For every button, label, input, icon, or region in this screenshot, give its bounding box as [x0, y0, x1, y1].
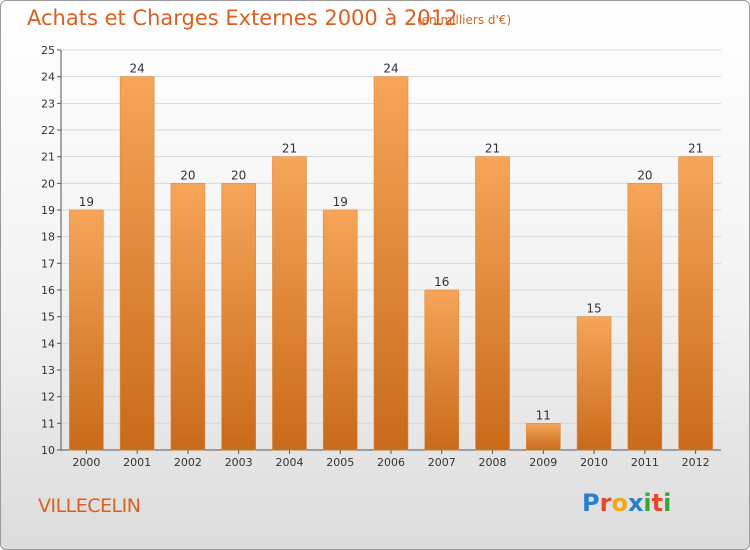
y-tick-label: 13: [41, 364, 55, 377]
y-tick-label: 18: [41, 231, 55, 244]
logo-letter: P: [582, 489, 600, 517]
labels: 19 2000 24 2001 20 2002 20 2003 21 2004 19 2005 24 20…: [72, 62, 709, 469]
logo-letter: t: [651, 489, 664, 517]
y-tick-label: 22: [41, 124, 55, 137]
x-tick-label: 2011: [631, 456, 659, 469]
y-tick-label: 21: [41, 151, 55, 164]
y-tick-label: 23: [41, 97, 55, 110]
x-tick-label: 2008: [479, 456, 507, 469]
bar: [526, 423, 561, 451]
y-tick-label: 12: [41, 391, 55, 404]
bar: [170, 183, 206, 451]
chart-title: Achats et Charges Externes 2000 à 2012: [27, 6, 458, 30]
bar: [678, 156, 713, 451]
y-tick-label: 19: [41, 204, 55, 217]
x-tick-label: 2010: [580, 456, 608, 469]
x-tick-label: 2005: [326, 456, 354, 469]
bar-value-label: 19: [79, 195, 94, 209]
bar-value-label: 19: [333, 195, 348, 209]
bars: [69, 76, 713, 451]
bar: [424, 289, 460, 451]
bar: [221, 183, 256, 451]
y-tick-label: 17: [41, 257, 55, 270]
bar-value-label: 15: [586, 302, 601, 316]
logo-letter: i: [643, 489, 652, 517]
bar: [475, 156, 510, 451]
logo-letter: x: [627, 489, 644, 517]
bar: [322, 209, 358, 451]
bar-value-label: 24: [130, 62, 145, 76]
y-tick-label: 20: [41, 177, 55, 190]
y-tick-label: 11: [41, 417, 55, 430]
bar-value-label: 11: [536, 408, 551, 422]
bar-value-label: 20: [231, 168, 246, 182]
logo-letter: o: [611, 489, 628, 517]
bar-value-label: 21: [282, 142, 297, 156]
proxiti-logo: Proxiti: [582, 489, 671, 517]
x-tick-label: 2012: [682, 456, 710, 469]
bar: [119, 76, 155, 451]
x-tick-label: 2004: [275, 456, 303, 469]
bar: [373, 76, 409, 451]
bar-value-label: 21: [485, 142, 500, 156]
bar-value-label: 20: [637, 168, 652, 182]
chart-unit: (en milliers d'€): [417, 13, 512, 27]
x-tick-label: 2002: [174, 456, 202, 469]
bar: [272, 156, 307, 451]
bar: [627, 183, 663, 451]
y-tick-label: 14: [41, 337, 55, 350]
x-tick-label: 2006: [377, 456, 405, 469]
bar-value-label: 24: [383, 62, 398, 76]
x-tick-label: 2003: [225, 456, 253, 469]
commune-name: VILLECELIN: [38, 495, 141, 517]
y-tick-label: 10: [41, 444, 55, 457]
x-tick-label: 2000: [72, 456, 100, 469]
bar-value-label: 21: [688, 142, 703, 156]
x-tick-label: 2001: [123, 456, 151, 469]
y-tick-label: 25: [41, 44, 55, 57]
bar: [69, 209, 104, 451]
logo-letter: i: [663, 489, 672, 517]
logo-letter: r: [599, 489, 612, 517]
x-tick-label: 2007: [428, 456, 456, 469]
x-tick-label: 2009: [529, 456, 557, 469]
y-tick-label: 24: [41, 71, 55, 84]
y-tick-label: 16: [41, 284, 55, 297]
bar: [576, 316, 612, 451]
y-tick-label: 15: [41, 311, 55, 324]
bar-value-label: 20: [180, 168, 195, 182]
bar-value-label: 16: [434, 275, 449, 289]
